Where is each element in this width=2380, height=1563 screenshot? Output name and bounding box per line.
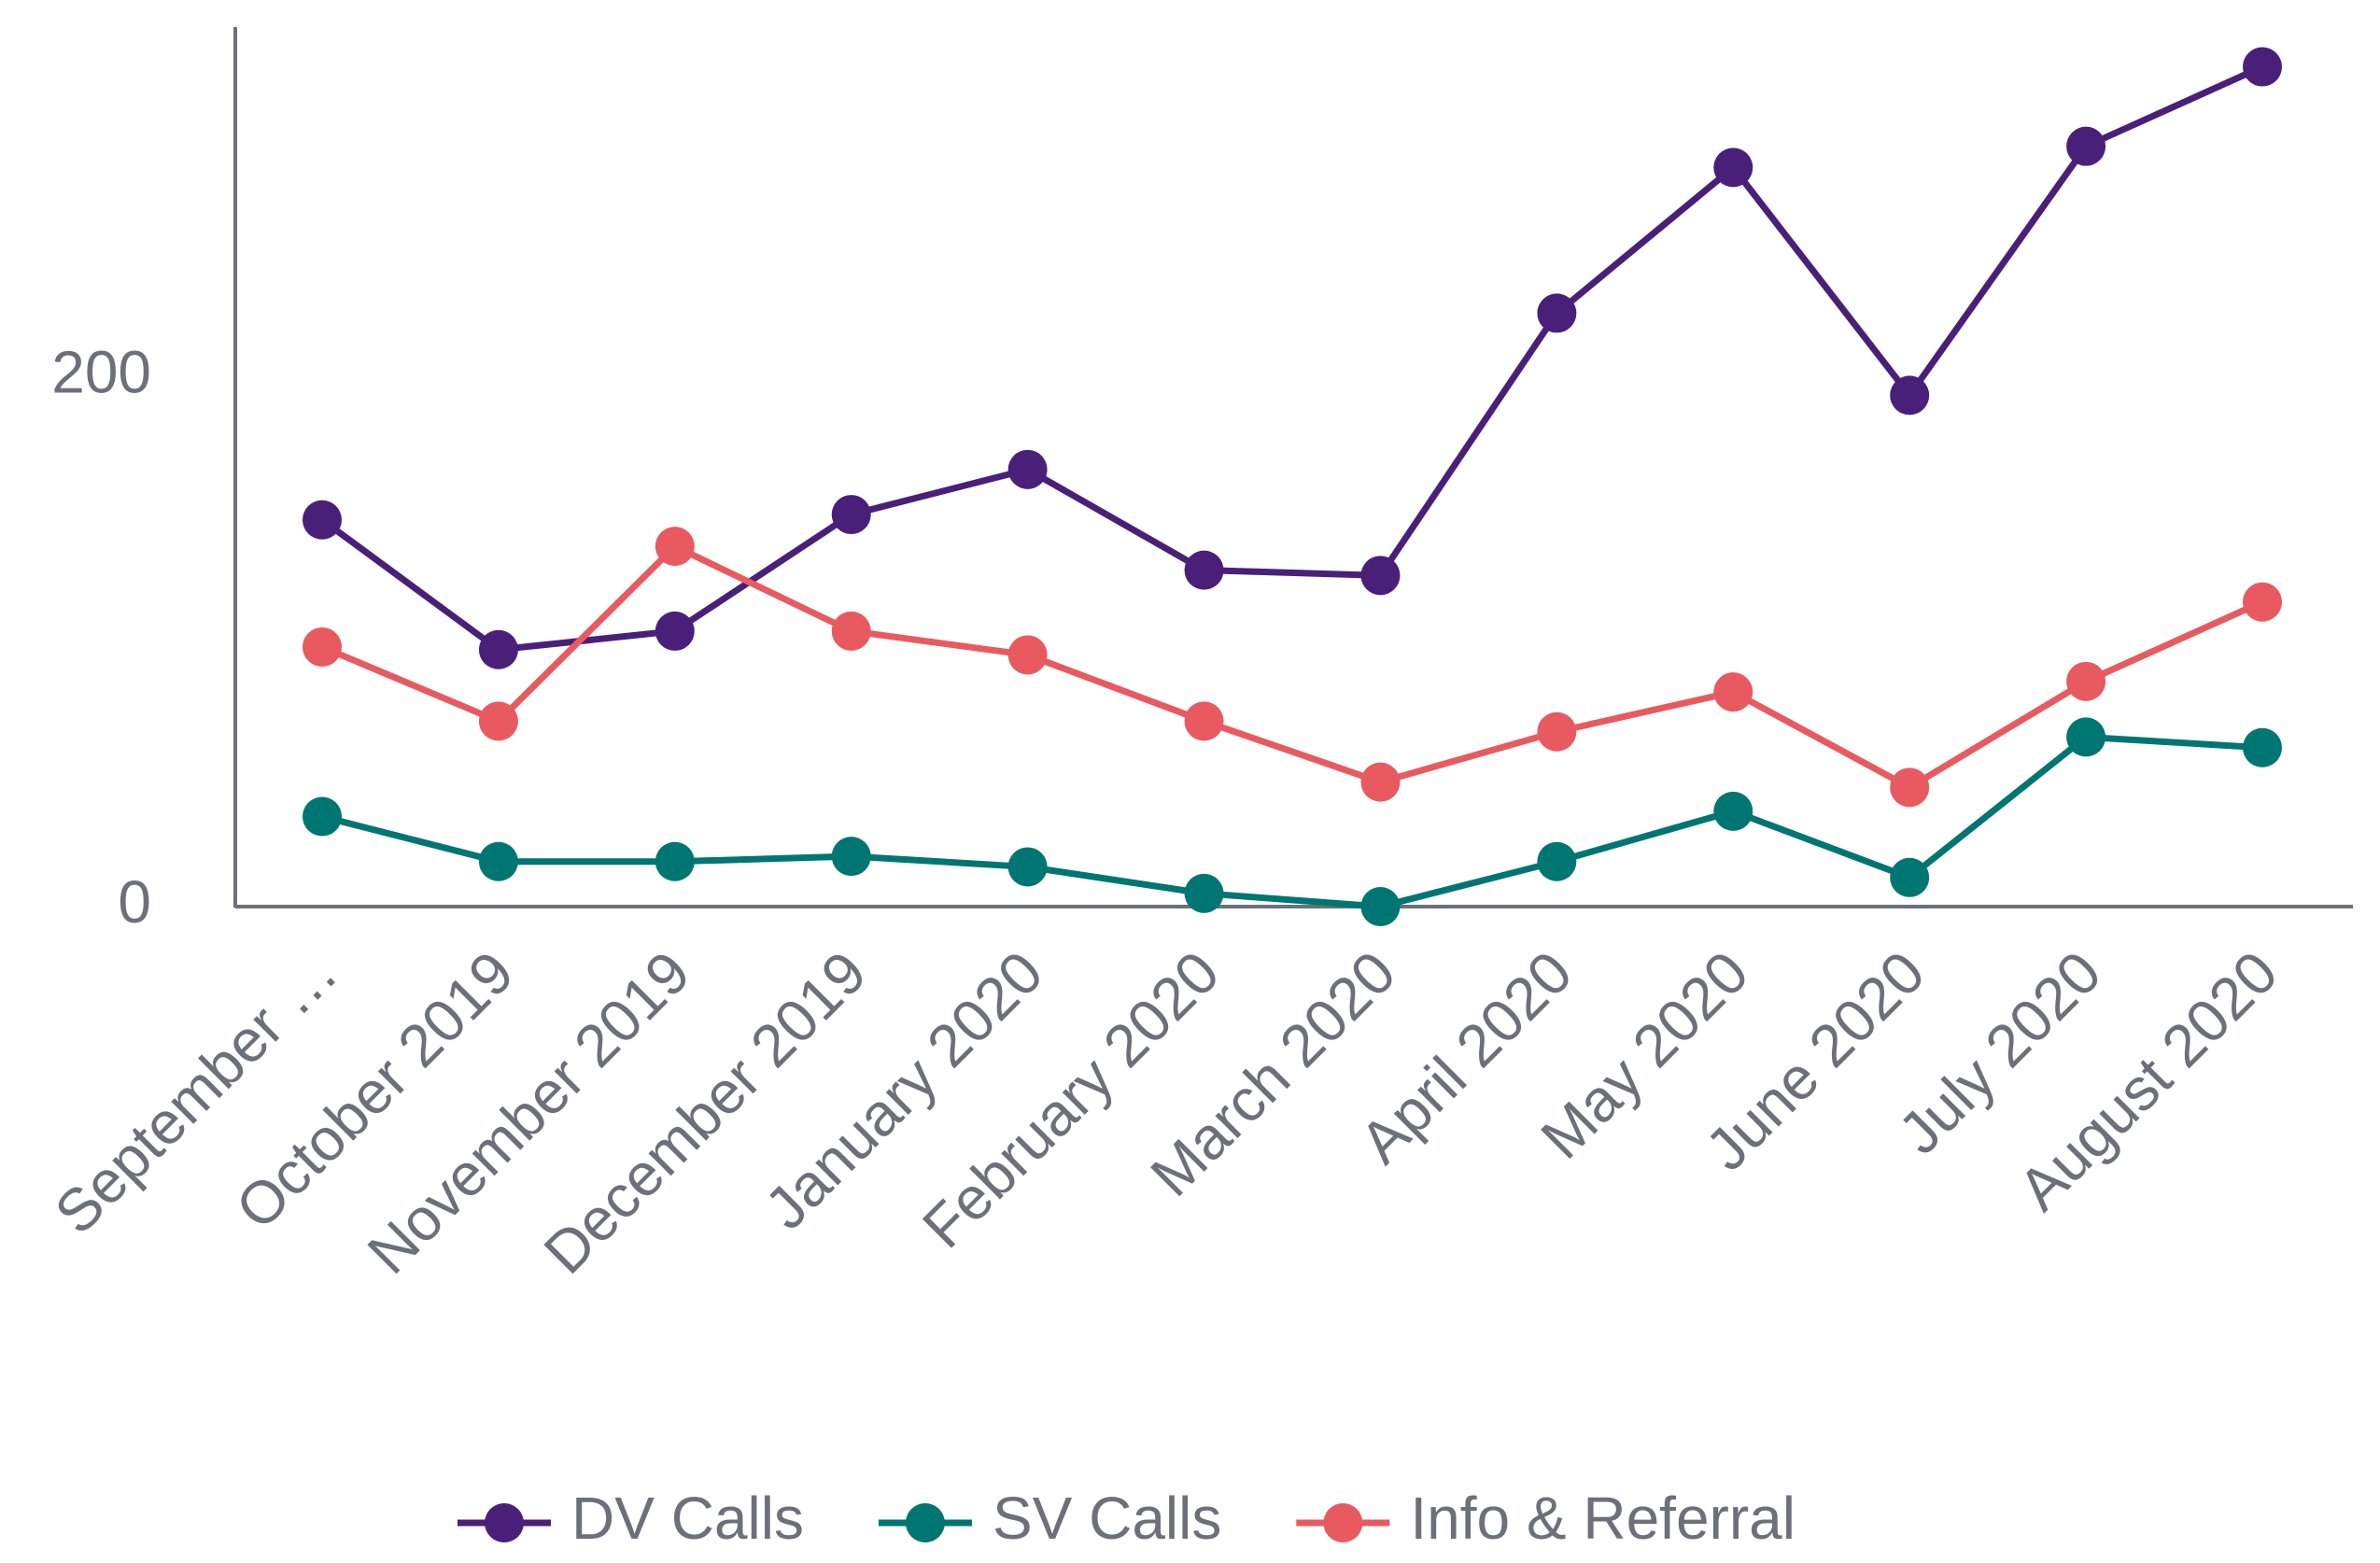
data-point [2243, 582, 2282, 622]
data-point [1537, 711, 1577, 752]
x-tick-label: February 2020 [909, 938, 1232, 1260]
data-point [1360, 887, 1401, 926]
data-point [1713, 148, 1753, 188]
x-tick-label: December 2019 [531, 938, 880, 1287]
data-point [1007, 449, 1048, 489]
data-point [1184, 550, 1224, 590]
data-point [655, 527, 695, 567]
legend-label: Info & Referral [1410, 1485, 1796, 1552]
data-point [1537, 293, 1577, 333]
data-point [1184, 873, 1224, 913]
legend-marker [485, 1503, 524, 1542]
data-point [303, 627, 342, 667]
data-point [831, 495, 871, 535]
data-point [478, 629, 518, 669]
data-point [2066, 717, 2106, 757]
data-point [303, 796, 342, 837]
data-point [1890, 767, 1930, 808]
series-line [320, 542, 2264, 791]
data-point [1890, 857, 1930, 897]
data-point [831, 611, 871, 651]
data-point [655, 611, 695, 651]
data-point [2243, 47, 2282, 87]
legend-marker [905, 1503, 945, 1542]
legend-label: DV Calls [571, 1485, 804, 1552]
data-point [478, 701, 518, 741]
data-point [1713, 672, 1753, 712]
data-point [655, 841, 695, 881]
data-point [1890, 375, 1930, 415]
data-point [303, 500, 342, 540]
data-point [2066, 126, 2106, 166]
data-point [831, 837, 871, 877]
series-line [319, 63, 2264, 654]
series-line [321, 733, 2263, 910]
data-point [1537, 841, 1577, 881]
data-point [1184, 701, 1224, 741]
data-point [1360, 762, 1401, 802]
data-point [2066, 661, 2106, 701]
data-point [478, 841, 518, 881]
data-point [1360, 556, 1401, 596]
legend-marker [1323, 1503, 1363, 1542]
data-point [2243, 727, 2282, 767]
y-tick-label: 200 [51, 338, 151, 405]
data-point [1007, 635, 1048, 675]
x-tick-label: November 2019 [355, 938, 703, 1287]
legend-label: SV Calls [993, 1485, 1221, 1552]
data-point [1713, 791, 1753, 831]
y-tick-label: 0 [118, 868, 151, 936]
data-point [1007, 847, 1048, 887]
